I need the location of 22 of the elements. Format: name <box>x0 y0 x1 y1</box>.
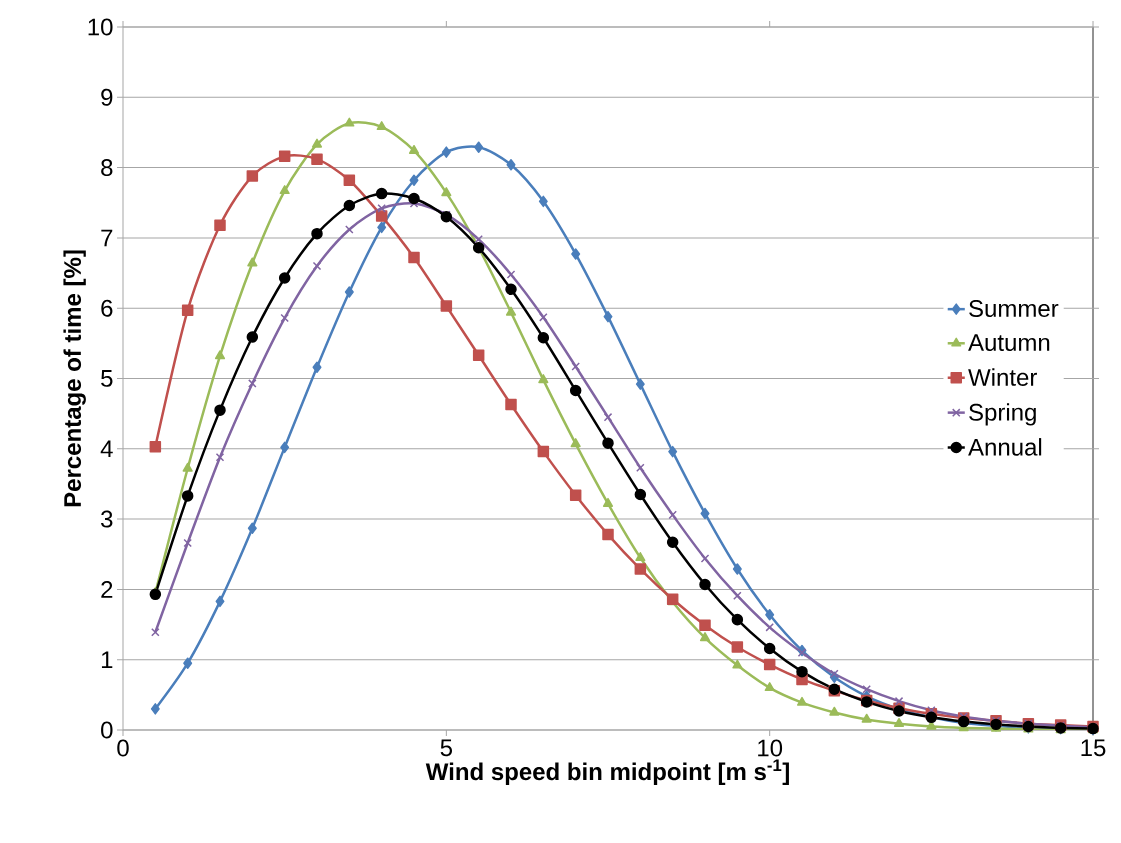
y-tick-label: 4 <box>100 440 113 458</box>
y-tick-label: 6 <box>101 299 113 317</box>
legend-label: Spring <box>969 403 1036 426</box>
legend-label: Autumn <box>968 334 1050 352</box>
x-tick-label: 5 <box>440 739 453 757</box>
y-tick-label: 0 <box>101 721 113 739</box>
y-tick-label: 5 <box>101 370 113 387</box>
x-tick-label: 0 <box>117 739 129 757</box>
y-tick-label: 8 <box>101 159 113 177</box>
legend-label: Winter <box>968 368 1037 386</box>
x-tick-label: 10 <box>758 739 783 757</box>
y-tick-label: 7 <box>101 229 113 247</box>
y-tick-label: 9 <box>101 88 113 106</box>
y-tick-label: 1 <box>101 651 113 668</box>
x-axis-title: Wind speed bin midpoint [m s$^{-1}$] <box>425 759 789 785</box>
y-tick-label: 2 <box>101 581 113 598</box>
y-tick-label: 3 <box>101 510 113 528</box>
y-tick-label: 10 <box>88 18 113 36</box>
legend-label: Summer <box>969 300 1059 318</box>
y-axis-title: Percentage of time [%] <box>63 250 86 507</box>
x-tick-label: 15 <box>1081 739 1106 757</box>
legend-label: Annual <box>968 438 1042 456</box>
